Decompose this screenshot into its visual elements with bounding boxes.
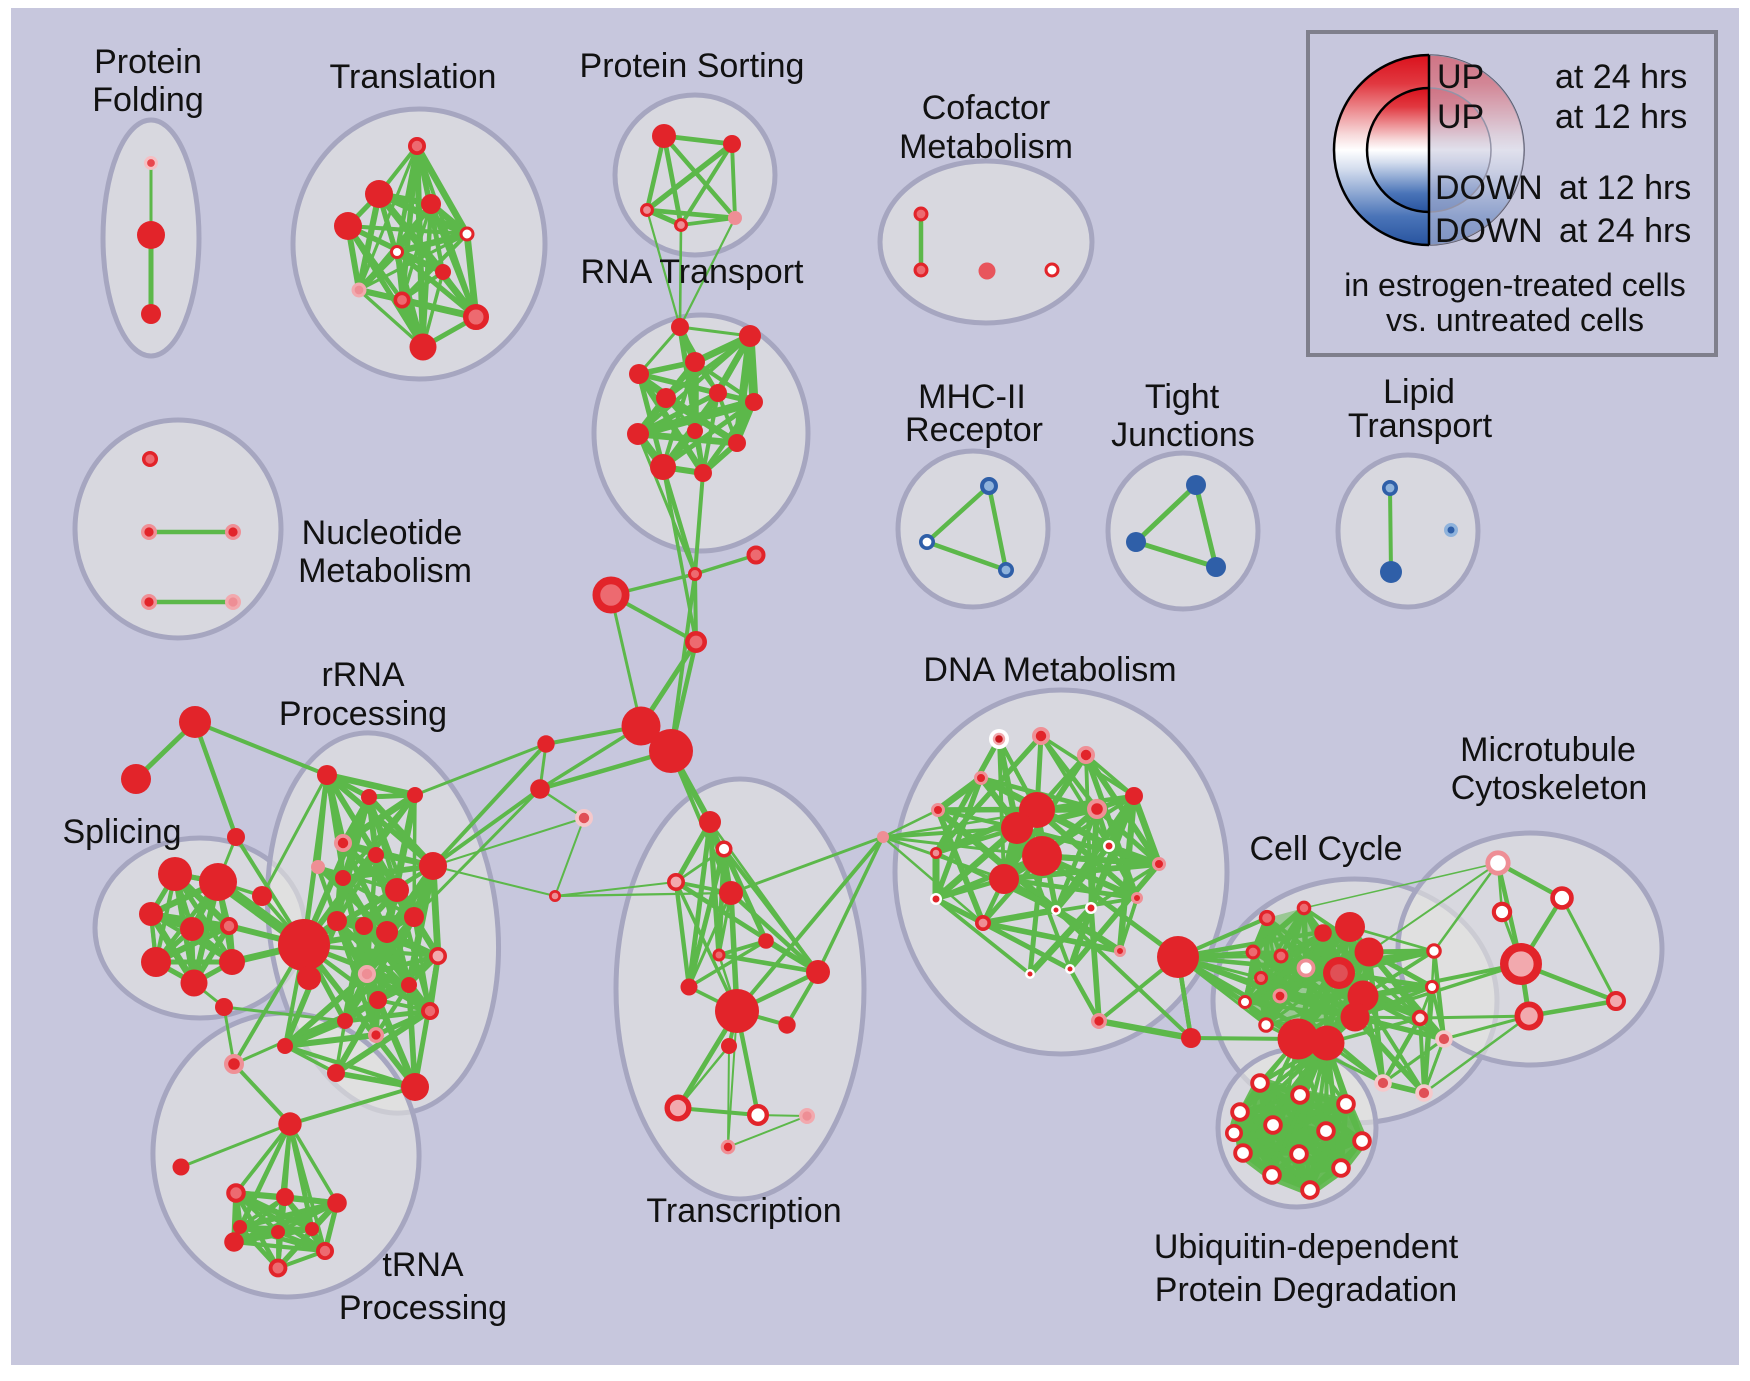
svg-text:Processing: Processing bbox=[279, 695, 447, 733]
svg-text:Microtubule: Microtubule bbox=[1460, 731, 1636, 769]
svg-text:MHC-II: MHC-II bbox=[918, 378, 1026, 416]
svg-text:in estrogen-treated cells: in estrogen-treated cells bbox=[1344, 267, 1686, 303]
svg-text:tRNA: tRNA bbox=[382, 1246, 464, 1284]
svg-text:DOWN: DOWN bbox=[1435, 212, 1543, 250]
svg-text:Nucleotide: Nucleotide bbox=[302, 514, 463, 552]
svg-text:at 24 hrs: at 24 hrs bbox=[1555, 58, 1687, 96]
svg-text:Ubiquitin-dependent: Ubiquitin-dependent bbox=[1154, 1228, 1459, 1266]
svg-text:at 24 hrs: at 24 hrs bbox=[1559, 212, 1691, 250]
svg-text:vs. untreated cells: vs. untreated cells bbox=[1386, 302, 1644, 338]
svg-text:Junctions: Junctions bbox=[1111, 416, 1255, 454]
svg-text:Cofactor: Cofactor bbox=[922, 89, 1051, 127]
svg-text:UP: UP bbox=[1437, 58, 1484, 96]
svg-text:Cell Cycle: Cell Cycle bbox=[1249, 830, 1402, 868]
svg-text:Folding: Folding bbox=[92, 81, 204, 119]
svg-text:Protein Degradation: Protein Degradation bbox=[1155, 1271, 1457, 1309]
svg-text:DOWN: DOWN bbox=[1435, 169, 1543, 207]
svg-text:Lipid: Lipid bbox=[1383, 373, 1455, 411]
svg-text:Protein: Protein bbox=[94, 43, 202, 81]
svg-text:Protein Sorting: Protein Sorting bbox=[580, 47, 805, 85]
svg-text:at 12 hrs: at 12 hrs bbox=[1559, 169, 1691, 207]
svg-text:Translation: Translation bbox=[330, 58, 497, 96]
svg-text:Tight: Tight bbox=[1145, 378, 1220, 416]
svg-text:Splicing: Splicing bbox=[62, 813, 181, 851]
svg-text:rRNA: rRNA bbox=[321, 656, 404, 694]
svg-text:Metabolism: Metabolism bbox=[298, 552, 472, 590]
svg-text:at 12 hrs: at 12 hrs bbox=[1555, 98, 1687, 136]
svg-text:RNA Transport: RNA Transport bbox=[581, 253, 805, 291]
svg-text:Transcription: Transcription bbox=[646, 1192, 841, 1230]
svg-text:UP: UP bbox=[1437, 98, 1484, 136]
svg-text:Cytoskeleton: Cytoskeleton bbox=[1451, 769, 1648, 807]
svg-text:Transport: Transport bbox=[1348, 407, 1493, 445]
svg-text:DNA Metabolism: DNA Metabolism bbox=[923, 651, 1176, 689]
svg-text:Metabolism: Metabolism bbox=[899, 128, 1073, 166]
svg-text:Receptor: Receptor bbox=[905, 411, 1043, 449]
svg-text:Processing: Processing bbox=[339, 1289, 507, 1327]
